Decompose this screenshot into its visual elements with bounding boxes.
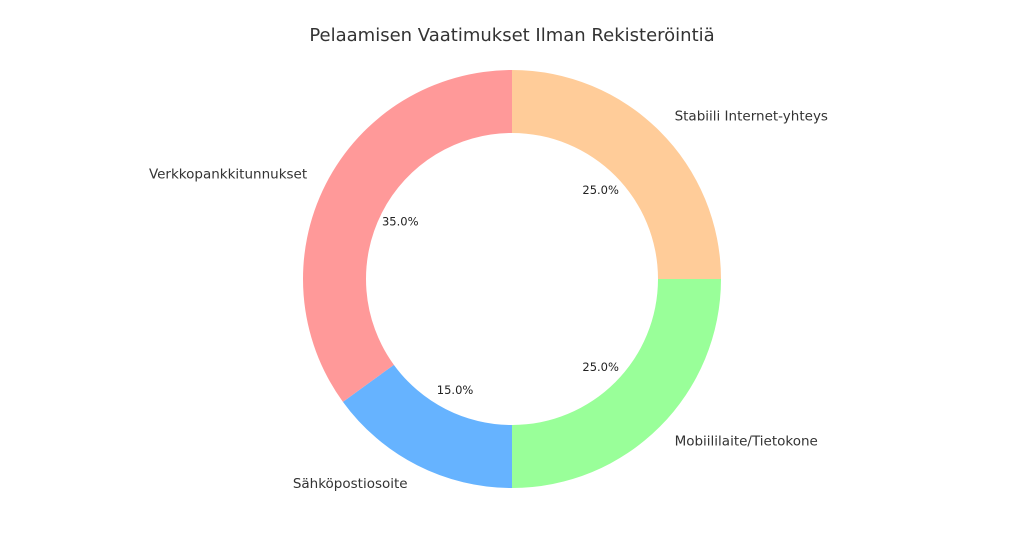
donut-slice xyxy=(512,70,721,279)
percent-label: 25.0% xyxy=(582,360,619,374)
slice-label: Stabiili Internet-yhteys xyxy=(675,108,828,124)
percent-label: 25.0% xyxy=(582,183,619,197)
slice-label: Sähköpostiosoite xyxy=(293,476,408,492)
slice-label: Mobiililaite/Tietokone xyxy=(675,434,818,450)
chart-title: Pelaamisen Vaatimukset Ilman Rekisteröin… xyxy=(309,25,714,46)
percent-label: 35.0% xyxy=(382,215,419,229)
donut-slice xyxy=(302,69,512,402)
percent-label: 15.0% xyxy=(437,383,474,397)
donut-slice xyxy=(512,279,721,488)
donut-slice xyxy=(342,364,512,488)
slice-label: Verkkopankkitunnukset xyxy=(149,167,307,183)
